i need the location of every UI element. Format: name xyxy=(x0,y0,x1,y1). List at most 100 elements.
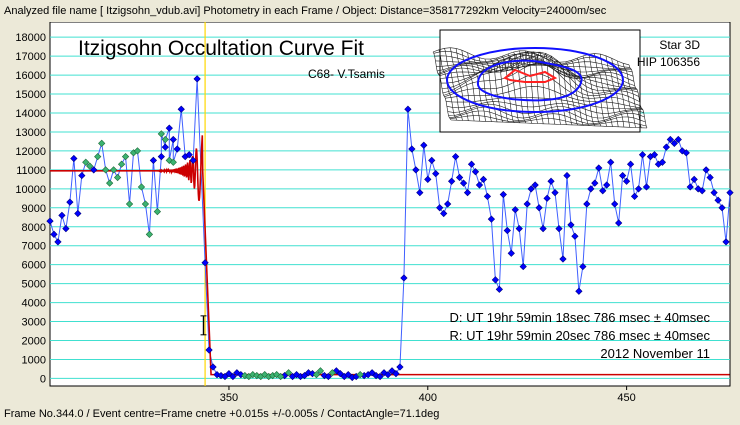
data-point-blue xyxy=(157,152,165,161)
y-tick-label: 4000 xyxy=(22,298,46,310)
data-point-blue xyxy=(630,192,639,201)
data-point-green xyxy=(316,367,325,375)
data-point-blue xyxy=(161,143,169,151)
y-tick-label: 18000 xyxy=(15,32,46,44)
data-point-blue xyxy=(686,183,694,191)
data-point-blue xyxy=(678,147,686,155)
data-point-blue xyxy=(396,363,404,371)
data-point-blue xyxy=(189,156,197,165)
data-point-blue xyxy=(662,143,670,151)
mesh-col xyxy=(501,55,521,123)
data-point-blue xyxy=(229,372,237,381)
data-point-blue xyxy=(543,194,551,202)
data-point-blue xyxy=(611,200,619,208)
data-point-blue xyxy=(193,75,201,83)
mesh-col xyxy=(513,51,532,124)
data-point-blue xyxy=(503,226,511,235)
data-point-blue xyxy=(487,215,496,223)
data-point-blue xyxy=(201,259,209,267)
data-point-green xyxy=(356,371,364,379)
data-point-blue xyxy=(726,189,734,197)
data-point-green xyxy=(102,166,110,174)
data-point-green xyxy=(157,130,165,138)
data-point-blue xyxy=(638,151,647,159)
data-point-blue xyxy=(324,372,332,381)
data-point-blue xyxy=(70,154,78,163)
data-point-blue xyxy=(535,204,543,212)
inset-label-hip: HIP 106356 xyxy=(637,55,700,69)
data-point-green xyxy=(98,139,106,147)
mesh-col xyxy=(530,51,550,125)
footer-info: Frame No.344.0 / Event centre=Frame cnet… xyxy=(4,408,440,420)
data-point-blue xyxy=(567,221,575,229)
data-point-blue xyxy=(718,204,726,212)
data-point-blue xyxy=(463,189,472,197)
data-point-blue xyxy=(670,139,678,147)
data-point-blue xyxy=(165,124,173,132)
data-point-blue xyxy=(471,168,480,176)
x-tick-labels: 350 400 450 xyxy=(220,386,636,403)
data-point-green xyxy=(125,200,134,208)
data-point-green xyxy=(328,369,336,377)
data-point-blue xyxy=(515,225,523,233)
mesh-col xyxy=(622,63,642,128)
annotation-r: R: UT 19hr 59min 20sec 786 msec ± 40msec xyxy=(449,328,710,343)
data-point-green xyxy=(106,179,114,187)
mesh-col xyxy=(594,53,613,127)
y-tick-label: 6000 xyxy=(22,260,46,272)
data-point-blue xyxy=(205,346,213,354)
data-point-green xyxy=(145,230,154,238)
mesh-col xyxy=(582,55,602,127)
data-point-blue xyxy=(62,225,70,233)
data-point-blue xyxy=(531,181,539,189)
data-point-blue xyxy=(436,204,444,212)
data-point-blue xyxy=(547,177,555,185)
data-point-blue xyxy=(666,135,674,144)
mesh-col xyxy=(576,58,596,127)
y-tick-label: 10000 xyxy=(15,184,46,196)
x-tick-label: 350 xyxy=(220,392,238,403)
annotation-date: 2012 November 11 xyxy=(600,346,710,361)
data-point-blue xyxy=(571,232,579,240)
data-point-blue xyxy=(587,185,595,193)
y-tick-label: 11000 xyxy=(16,165,46,177)
data-point-blue xyxy=(177,105,185,113)
data-point-green xyxy=(141,200,150,208)
chart-subtitle: C68- V.Tsamis xyxy=(308,67,385,81)
data-point-blue xyxy=(384,371,392,379)
mesh-col xyxy=(617,60,636,128)
data-point-blue xyxy=(491,276,500,284)
inset-label-star: Star 3D xyxy=(659,38,700,52)
mesh-col xyxy=(461,50,481,122)
data-point-blue xyxy=(213,371,221,379)
data-point-blue xyxy=(66,198,74,206)
data-point-blue xyxy=(173,145,181,153)
data-point-blue xyxy=(714,196,722,204)
y-tick-label: 0 xyxy=(40,373,46,385)
data-point-blue xyxy=(583,200,591,208)
data-point-green xyxy=(161,135,169,144)
data-point-blue xyxy=(392,370,400,378)
data-point-blue xyxy=(455,173,464,182)
y-tick-label: 3000 xyxy=(22,317,46,329)
star-3d-inset xyxy=(432,29,648,133)
chart-title: Itzigsohn Occultation Curve Fit xyxy=(78,37,364,60)
data-point-blue xyxy=(527,185,535,193)
data-point-blue xyxy=(579,262,587,271)
data-point-blue xyxy=(451,152,460,161)
data-point-blue xyxy=(483,192,492,201)
data-point-blue xyxy=(404,105,412,113)
occultation-chart: 0 1000 2000 3000 4000 5000 6000 7000 8000 9000 100… xyxy=(15,22,734,403)
data-point-blue xyxy=(511,206,519,214)
data-point-blue xyxy=(237,371,245,379)
data-point-blue xyxy=(690,175,698,183)
data-point-blue xyxy=(682,149,690,157)
data-point-blue xyxy=(539,225,547,233)
data-point-blue xyxy=(440,209,448,218)
data-point-blue xyxy=(551,189,559,197)
data-point-green xyxy=(113,173,122,182)
contour-outer xyxy=(446,47,624,113)
data-point-blue xyxy=(622,177,631,185)
mesh-col xyxy=(628,64,648,129)
data-point-blue xyxy=(599,187,607,195)
